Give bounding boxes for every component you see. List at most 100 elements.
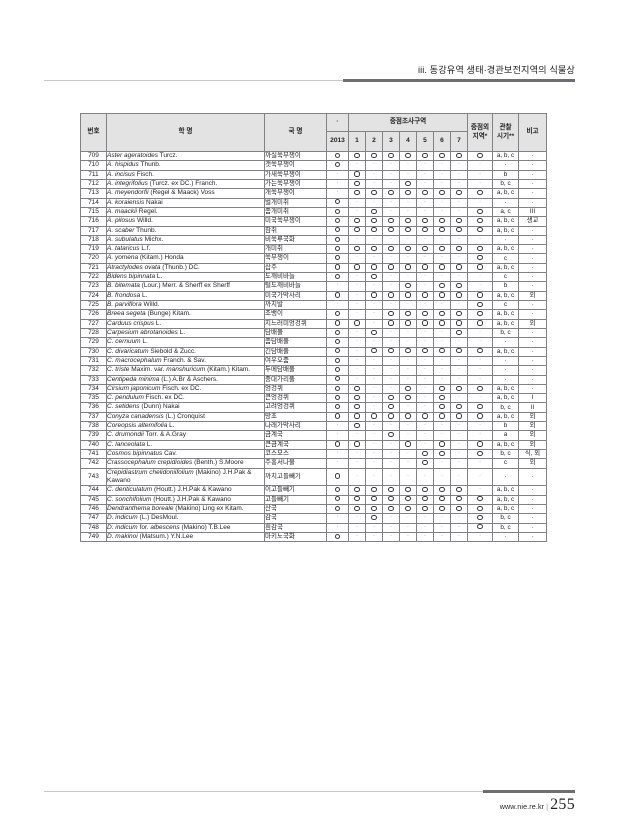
cell-zone-4: · <box>399 206 417 218</box>
cell-zone-1 <box>348 402 366 413</box>
cell-zone-6: · <box>433 178 451 190</box>
absence-dot-icon: · <box>336 449 339 457</box>
cell-year-2013 <box>326 197 349 208</box>
absence-dot-icon: · <box>355 300 359 308</box>
cell-zone-6 <box>433 309 451 320</box>
presence-circle-icon <box>422 311 428 317</box>
cell-observation-period: a, c <box>492 206 520 218</box>
cell-no: 714 <box>80 197 107 208</box>
cell-remarks: · <box>518 281 548 292</box>
presence-circle-icon <box>456 245 462 251</box>
cell-korean-name: 미국가막사리 <box>264 290 327 302</box>
cell-year-2013 <box>326 383 349 395</box>
cell-zone-1: · <box>348 374 366 385</box>
cell-zone-3: · <box>382 253 400 264</box>
cell-zone-4: · <box>399 299 417 311</box>
cell-korean-name: 갯쑥부쟁이 <box>264 160 327 171</box>
cell-observation-period: · <box>492 531 520 543</box>
cell-zone-6 <box>433 439 451 451</box>
cell-zone-7: · <box>449 531 469 543</box>
cell-zone-2: · <box>365 430 383 441</box>
cell-observation-period: b, c <box>492 327 520 339</box>
cell-zone-2 <box>365 188 383 199</box>
absence-dot-icon: · <box>478 485 482 493</box>
cell-no: 749 <box>80 531 107 543</box>
presence-circle-icon <box>477 348 483 354</box>
cell-korean-name: 삽주 <box>264 262 327 274</box>
presence-circle-icon <box>456 505 462 511</box>
scientific-name-authority: L. <box>144 440 153 448</box>
table-row: 718 A. subulatus Michx. 비쑥루국화 · · · · · · · · · · <box>80 234 548 246</box>
scientific-name-authority: L. <box>140 291 148 299</box>
presence-circle-icon <box>371 245 377 251</box>
scientific-name-genus-species: Coreopsis altemifolia <box>107 422 168 430</box>
absence-dot-icon: · <box>457 197 461 205</box>
cell-korean-name: 산국 <box>264 503 327 515</box>
scientific-name-genus-species: C. triste <box>107 366 130 374</box>
cell-no: 732 <box>80 365 107 376</box>
cell-no: 716 <box>80 216 107 227</box>
presence-circle-icon <box>439 441 445 447</box>
cell-zone-7 <box>449 318 469 329</box>
cell-no: 728 <box>80 327 107 339</box>
scientific-name-authority: (L.) A.Br & Aschers. <box>159 375 218 383</box>
cell-observation-period: c <box>492 299 520 311</box>
absence-dot-icon: · <box>457 355 461 363</box>
cell-zone-3 <box>382 402 400 413</box>
cell-no: 729 <box>80 337 107 348</box>
header-row-1: 번호 학 명 국 명 · 중점조사구역 중점외 지역* 관찰 시기** 비고 <box>80 113 548 152</box>
footer-rule-light <box>44 791 575 793</box>
cell-no: 748 <box>80 522 107 533</box>
cell-zone-7 <box>449 262 469 274</box>
cell-zone-5: · <box>416 430 434 441</box>
table-row: 728 Carpesium abrotanoides L. 담배풀 · · · · · · b, … <box>80 327 548 339</box>
absence-dot-icon: · <box>478 160 482 168</box>
cell-zone-1: · <box>348 522 366 533</box>
absence-dot-icon: · <box>423 234 427 242</box>
scientific-name-genus-species: Cirsium japonicum <box>107 384 161 392</box>
scientific-name-authority: (L.) Cronquist <box>163 412 205 420</box>
cell-no: 712 <box>80 178 107 190</box>
cell-scientific-name: Breea segeta (Bunge) Kitam. <box>106 309 265 320</box>
scientific-name-genus-species: A. integrifolius <box>107 179 148 187</box>
table-body: 709 Aster ageratoides Turcz. 까실쑥부쟁이 a, b, c… <box>80 150 548 543</box>
absence-dot-icon: · <box>440 178 444 186</box>
absence-dot-icon: · <box>372 337 376 345</box>
table-row: 717 A. scaber Thunb. 참취 a, b, c · <box>80 225 548 236</box>
presence-circle-icon <box>477 245 483 251</box>
presence-circle-icon <box>388 217 394 224</box>
cell-korean-name: 참취 <box>264 225 327 236</box>
cell-observation-period: · <box>492 467 520 487</box>
cell-zone-2: · <box>365 234 383 246</box>
presence-circle-icon <box>334 264 341 270</box>
cell-korean-name: 감국 <box>264 513 327 524</box>
absence-dot-icon: · <box>336 281 339 289</box>
presence-circle-icon <box>422 348 428 354</box>
absence-dot-icon: · <box>478 458 482 466</box>
scientific-name-genus-species: Crassocephalum crepidioides <box>107 459 193 467</box>
cell-scientific-name: Crepidiastrum chelidoniifolium (Makino) … <box>106 467 265 487</box>
cell-zone-2: · <box>365 309 383 320</box>
cell-outside-area <box>467 206 494 218</box>
scientific-name-authority: Willd. <box>135 217 153 225</box>
absence-dot-icon: · <box>406 355 410 363</box>
absence-dot-icon: · <box>440 374 444 382</box>
cell-remarks: 외 <box>518 439 548 451</box>
presence-circle-icon <box>388 264 394 270</box>
cell-no: 727 <box>80 318 107 329</box>
table-row: 743 Crepidiastrum chelidoniifolium (Makin… <box>80 467 548 487</box>
cell-zone-7 <box>449 383 469 395</box>
scientific-name-genus-species: C. cernuum <box>107 338 141 346</box>
absence-dot-icon: · <box>372 160 376 168</box>
absence-dot-icon: · <box>406 513 410 521</box>
cell-zone-4 <box>399 485 417 496</box>
cell-korean-name: 주홍서나물 <box>264 458 327 469</box>
cell-korean-name: 미국쑥부쟁이 <box>264 216 327 227</box>
presence-circle-icon <box>477 264 483 270</box>
scientific-name-genus-species: C. lanceolata <box>107 440 145 448</box>
absence-dot-icon: · <box>423 160 427 168</box>
cell-zone-1 <box>348 188 366 199</box>
cell-scientific-name: C. cernuum L. <box>106 337 265 348</box>
